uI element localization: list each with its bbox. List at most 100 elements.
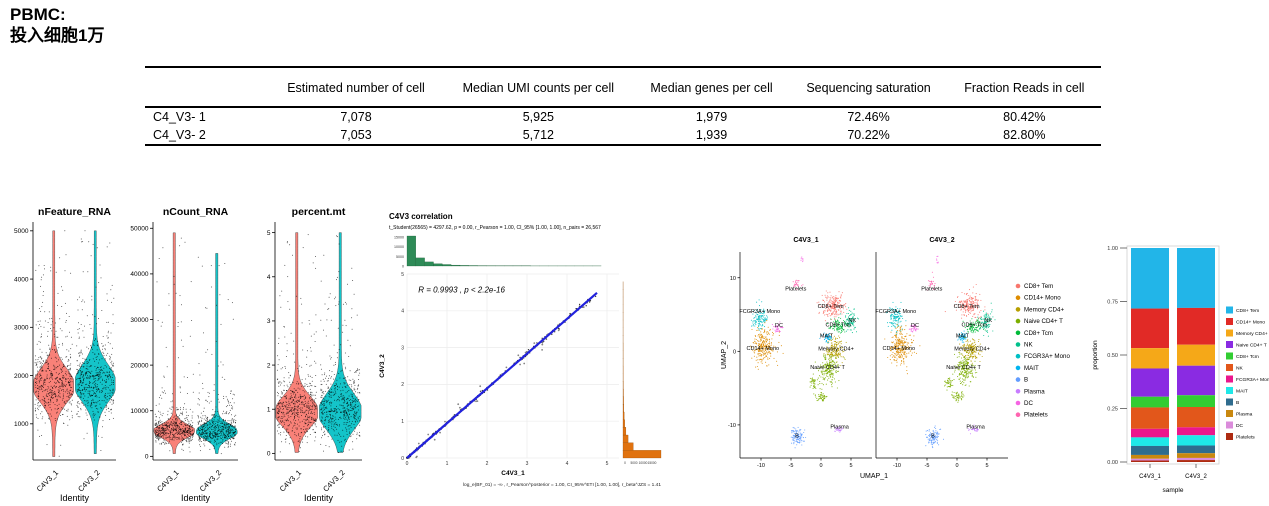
x-axis-label: UMAP_1 (860, 473, 888, 480)
svg-text:3: 3 (401, 345, 404, 351)
cluster-label: Platelets (921, 286, 942, 292)
svg-text:-10: -10 (757, 463, 765, 469)
legend-swatch (1226, 306, 1233, 314)
table-header-cell: Median genes per cell (650, 81, 773, 95)
legend-label: NK (1024, 342, 1033, 349)
legend-swatch (1015, 365, 1021, 371)
table-cell: 1,979 (695, 110, 728, 124)
y-tick-label: 20000 (130, 362, 148, 369)
x-category-label: C4V3_2 (321, 468, 347, 494)
legend-label: FCGR3A+ Mono (1024, 353, 1070, 360)
legend-swatch (1226, 433, 1233, 440)
cluster-label: FCGR3A+ Mono (739, 309, 780, 315)
y-tick-label: 2000 (14, 373, 29, 380)
legend-label: CD8+ Tem (1024, 283, 1053, 290)
cluster-label: Memory CD4+ (954, 347, 990, 353)
cluster-label: Plasma (830, 425, 849, 431)
legend-swatch (1226, 421, 1233, 429)
cluster-label: CD8+ Tem (818, 304, 844, 310)
legend-label: Plasma (1236, 412, 1253, 418)
svg-text:2: 2 (401, 382, 404, 388)
y-tick-label: 30000 (130, 317, 148, 324)
legend-swatch (1015, 318, 1021, 324)
table-header-cell (145, 67, 269, 107)
table-cell: 5,925 (522, 110, 554, 124)
violin-plot-nfeature-rna: nFeature_RNA 1000 2000 3000 4000 5000 C4V3_1 C4… (14, 206, 116, 503)
table-cell: 7,078 (340, 110, 372, 124)
bar-segment (1177, 460, 1215, 462)
svg-text:-10: -10 (728, 423, 736, 429)
y-tick-label: 5000 (14, 228, 29, 235)
umap-panel-title: C4V3_1 (793, 237, 818, 244)
cluster-label: MAIT (956, 333, 970, 339)
cluster-label: Naive CD4+ T (946, 365, 981, 371)
bar-segment (1131, 437, 1169, 446)
metrics-table-wrap: Estimated number of cell Median UMI count… (145, 66, 1101, 146)
table-header-cell: Fraction Reads in cell (964, 81, 1085, 95)
table-cell: 7,053 (340, 128, 372, 142)
legend-swatch (1015, 330, 1021, 336)
legend-label: MAIT (1236, 389, 1248, 395)
chart-title: nCount_RNA (163, 206, 229, 218)
table-header-cell: Estimated number of cell (287, 81, 425, 95)
cluster-label: CD14+ Mono (747, 346, 780, 352)
bar-segment (1131, 458, 1169, 461)
table-row: C4_V3- 2 7,053 5,712 1,939 70.22% 82.80% (145, 126, 1101, 145)
violin-shape (75, 230, 116, 454)
legend-swatch (1226, 364, 1233, 371)
y-axis-label: proportion (1092, 340, 1099, 370)
y-axis-label: C4V3_2 (379, 354, 386, 378)
svg-text:2: 2 (486, 461, 489, 467)
umap-panel-title: C4V3_2 (929, 237, 954, 244)
legend-swatch (1015, 389, 1021, 394)
x-category-label: C4V3_2 (198, 468, 224, 494)
chart-title: percent.mt (292, 206, 346, 218)
bar-segment (1131, 396, 1169, 408)
svg-text:-5: -5 (789, 463, 794, 469)
legend-swatch (1226, 387, 1233, 394)
bar-segment (1177, 407, 1215, 428)
legend-label: CD8+ Tem (1236, 308, 1259, 314)
legend-label: MAIT (1024, 365, 1039, 372)
table-header-cell: Sequencing saturation (806, 81, 931, 95)
svg-text:1: 1 (446, 461, 449, 467)
bar-segment (1177, 453, 1215, 458)
bar-segment (1177, 457, 1215, 461)
bar-segment (1131, 407, 1169, 429)
svg-text:10: 10 (730, 276, 736, 282)
table-cell: 5,712 (522, 128, 554, 142)
legend-label: Naive CD4+ T (1024, 318, 1063, 325)
cluster-label: CD8+ Tcm (826, 322, 852, 328)
svg-text:10000: 10000 (639, 461, 648, 465)
table-cell: 80.42% (1003, 110, 1046, 124)
correlation-annotation: R = 0.9993 , p < 2.2e-16 (418, 285, 505, 294)
legend-swatch (1226, 398, 1233, 406)
svg-text:15000: 15000 (648, 461, 657, 465)
x-axis-label: Identity (304, 493, 334, 503)
svg-text:1: 1 (401, 419, 404, 425)
bar-segment (1177, 248, 1215, 308)
cluster-label: FCGR3A+ Mono (875, 309, 916, 315)
bar-segment (1131, 348, 1169, 369)
table-row: C4_V3- 1 7,078 5,925 1,979 72.46% 80.42% (145, 107, 1101, 126)
x-axis-label: Identity (181, 493, 211, 503)
table-header-cell: Median UMI counts per cell (462, 81, 615, 95)
bar-segment (1177, 344, 1215, 366)
cluster-label: DC (911, 323, 919, 329)
violin-shape (33, 230, 74, 457)
y-tick-label: 4 (267, 274, 271, 281)
bar-segment (1131, 460, 1169, 462)
metrics-table: Estimated number of cell Median UMI count… (145, 66, 1101, 146)
legend-swatch (1226, 352, 1233, 360)
y-tick-label: 3000 (14, 325, 29, 332)
cluster-label: NK (848, 318, 856, 324)
cluster-label: B (795, 433, 799, 439)
y-tick-label: 10000 (130, 408, 148, 415)
page-title: PBMC: 投入细胞1万 (10, 4, 104, 47)
legend-label: CD8+ Tcm (1236, 354, 1259, 360)
bar-segment (1131, 454, 1169, 459)
